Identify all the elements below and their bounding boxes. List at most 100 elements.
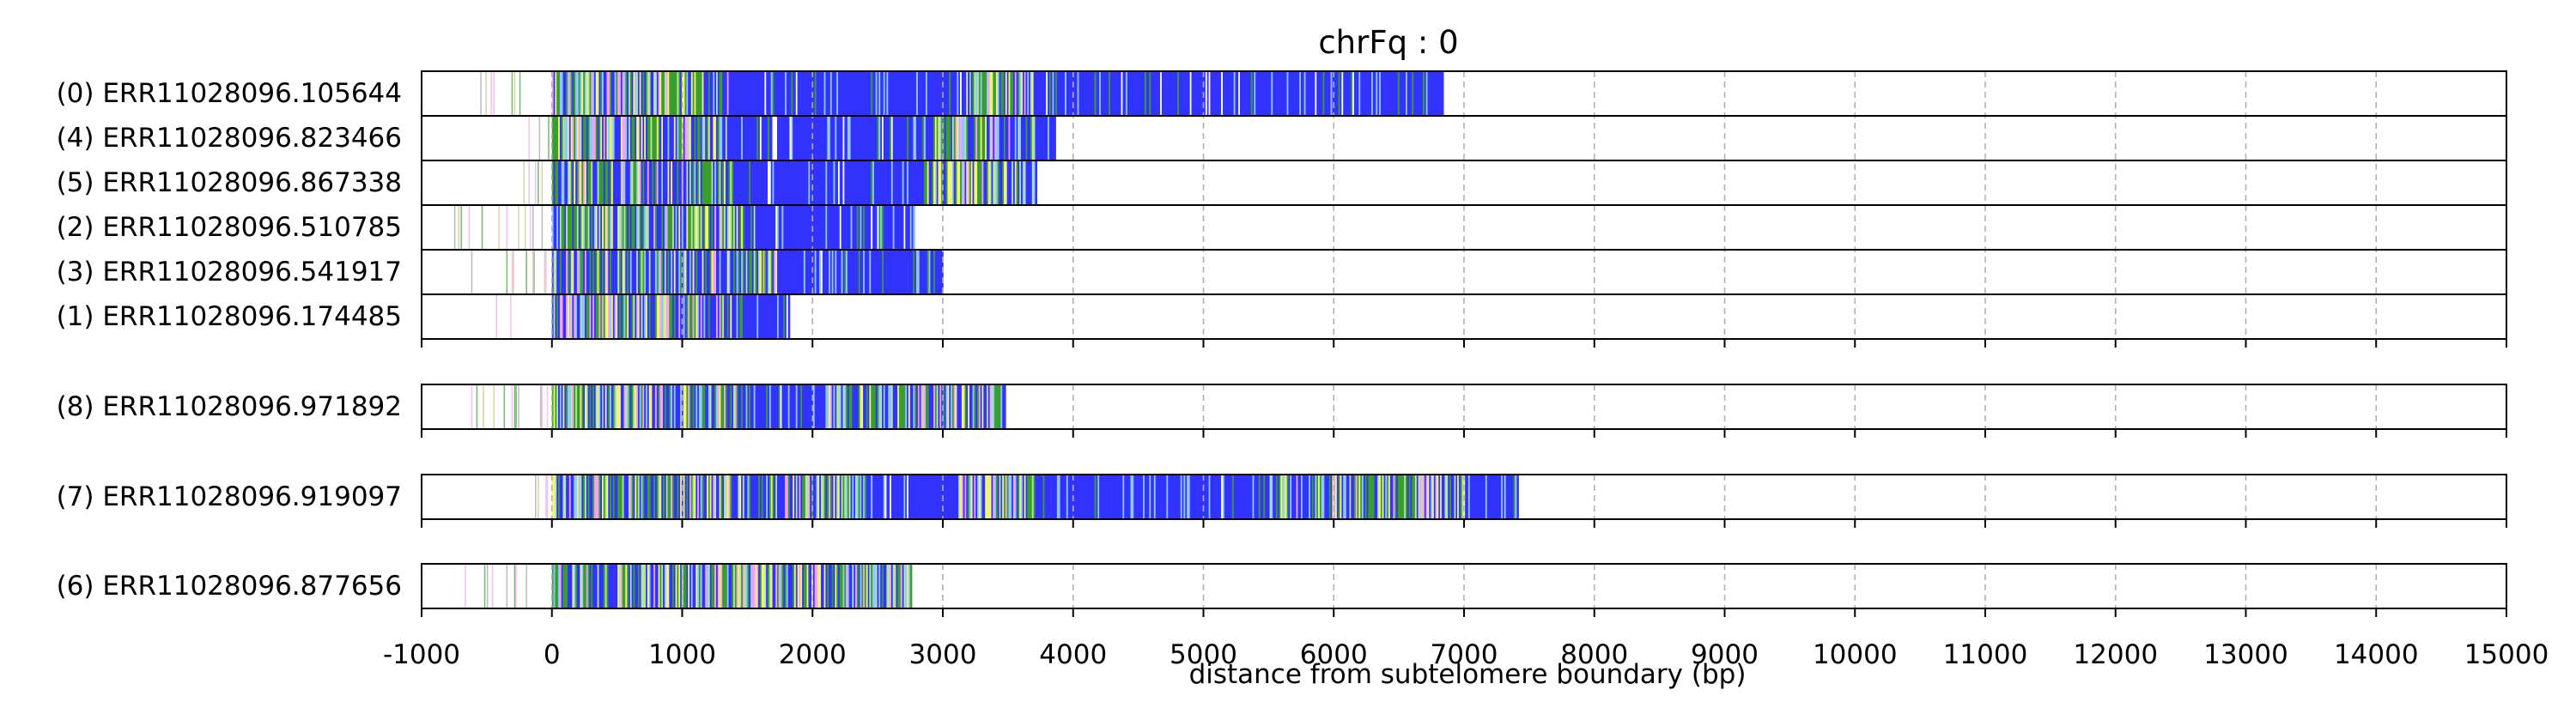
read-segment: [1018, 475, 1020, 519]
read-segment: [1244, 475, 1248, 519]
read-segment: [493, 384, 495, 429]
read-segment: [614, 205, 617, 250]
read-segment: [684, 250, 688, 294]
read-segment: [732, 116, 734, 160]
read-segment: [846, 250, 848, 294]
read-segment: [867, 384, 871, 429]
read-segment: [777, 205, 780, 250]
read-segment: [672, 564, 675, 608]
read-segment: [774, 116, 776, 160]
read-segment: [637, 475, 641, 519]
read-segment: [780, 250, 783, 294]
read-segment: [602, 250, 605, 294]
read-segment: [1263, 475, 1266, 519]
read-segment: [711, 475, 714, 519]
read-segment: [653, 564, 656, 608]
read-segment: [1324, 71, 1327, 116]
read-segment: [581, 116, 584, 160]
read-segment: [861, 116, 864, 160]
read-segment: [561, 294, 564, 339]
read-segment: [684, 475, 688, 519]
read-segment: [631, 384, 635, 429]
read-segment: [793, 116, 795, 160]
read-segment: [1388, 475, 1391, 519]
read-segment: [749, 205, 751, 250]
read-segment: [708, 160, 711, 205]
read-segment: [650, 294, 653, 339]
read-segment: [1490, 475, 1492, 519]
read-segment: [821, 71, 823, 116]
read-segment: [814, 71, 817, 116]
read-segment: [647, 205, 650, 250]
read-segment: [1139, 475, 1142, 519]
read-segment: [646, 294, 648, 339]
read-segment: [705, 475, 708, 519]
read-segment: [764, 384, 767, 429]
read-segment: [934, 116, 938, 160]
read-segment: [886, 71, 889, 116]
read-segment: [1033, 71, 1036, 116]
read-segment: [690, 384, 692, 429]
read-segment: [1074, 71, 1077, 116]
x-tick-label: 11000: [1942, 639, 2028, 670]
read-segment: [696, 564, 698, 608]
read-segment: [869, 250, 872, 294]
read-segment: [833, 71, 836, 116]
read-segment: [793, 475, 795, 519]
read-segment: [1469, 475, 1473, 519]
read-segment: [919, 384, 922, 429]
read-segment: [951, 475, 953, 519]
read-segment: [755, 384, 758, 429]
read-segment: [1161, 475, 1164, 519]
read-segment: [532, 205, 534, 250]
read-segment: [789, 564, 793, 608]
read-segment: [991, 160, 994, 205]
read-segment: [606, 384, 610, 429]
read-segment: [717, 160, 720, 205]
read-segment: [664, 475, 667, 519]
read-segment: [1124, 475, 1127, 519]
read-segment: [860, 250, 863, 294]
read-segment: [586, 116, 589, 160]
read-segment: [566, 475, 568, 519]
read-segment: [858, 116, 861, 160]
read-segment: [587, 384, 591, 429]
read-segment: [922, 384, 925, 429]
read-segment: [637, 116, 641, 160]
read-segment: [1263, 71, 1266, 116]
read-segment: [930, 160, 933, 205]
read-segment: [839, 71, 842, 116]
read-segment: [966, 475, 969, 519]
read-segment: [629, 250, 633, 294]
read-segment: [908, 384, 911, 429]
read-segment: [641, 294, 644, 339]
read-segment: [690, 160, 692, 205]
read-segment: [775, 250, 778, 294]
read-segment: [886, 160, 889, 205]
read-segment: [680, 71, 683, 116]
read-segment: [1187, 71, 1189, 116]
read-segment: [786, 205, 789, 250]
read-segment: [1050, 116, 1054, 160]
read-segment: [842, 71, 846, 116]
read-segment: [772, 116, 775, 160]
read-track: [523, 160, 1037, 205]
read-segment: [878, 116, 881, 160]
read-segment: [1008, 71, 1012, 116]
read-track: [453, 205, 915, 250]
read-segment: [866, 116, 869, 160]
read-segment: [623, 294, 627, 339]
read-segment: [688, 205, 690, 250]
read-segment: [593, 384, 597, 429]
read-segment: [900, 116, 903, 160]
read-segment: [1170, 475, 1172, 519]
read-segment: [1122, 475, 1125, 519]
read-segment: [719, 116, 722, 160]
read-segment: [775, 205, 778, 250]
read-segment: [1188, 475, 1191, 519]
read-segment: [781, 205, 784, 250]
read-segment: [1016, 116, 1019, 160]
read-segment: [564, 250, 567, 294]
read-segment: [663, 205, 665, 250]
read-segment: [686, 71, 689, 116]
